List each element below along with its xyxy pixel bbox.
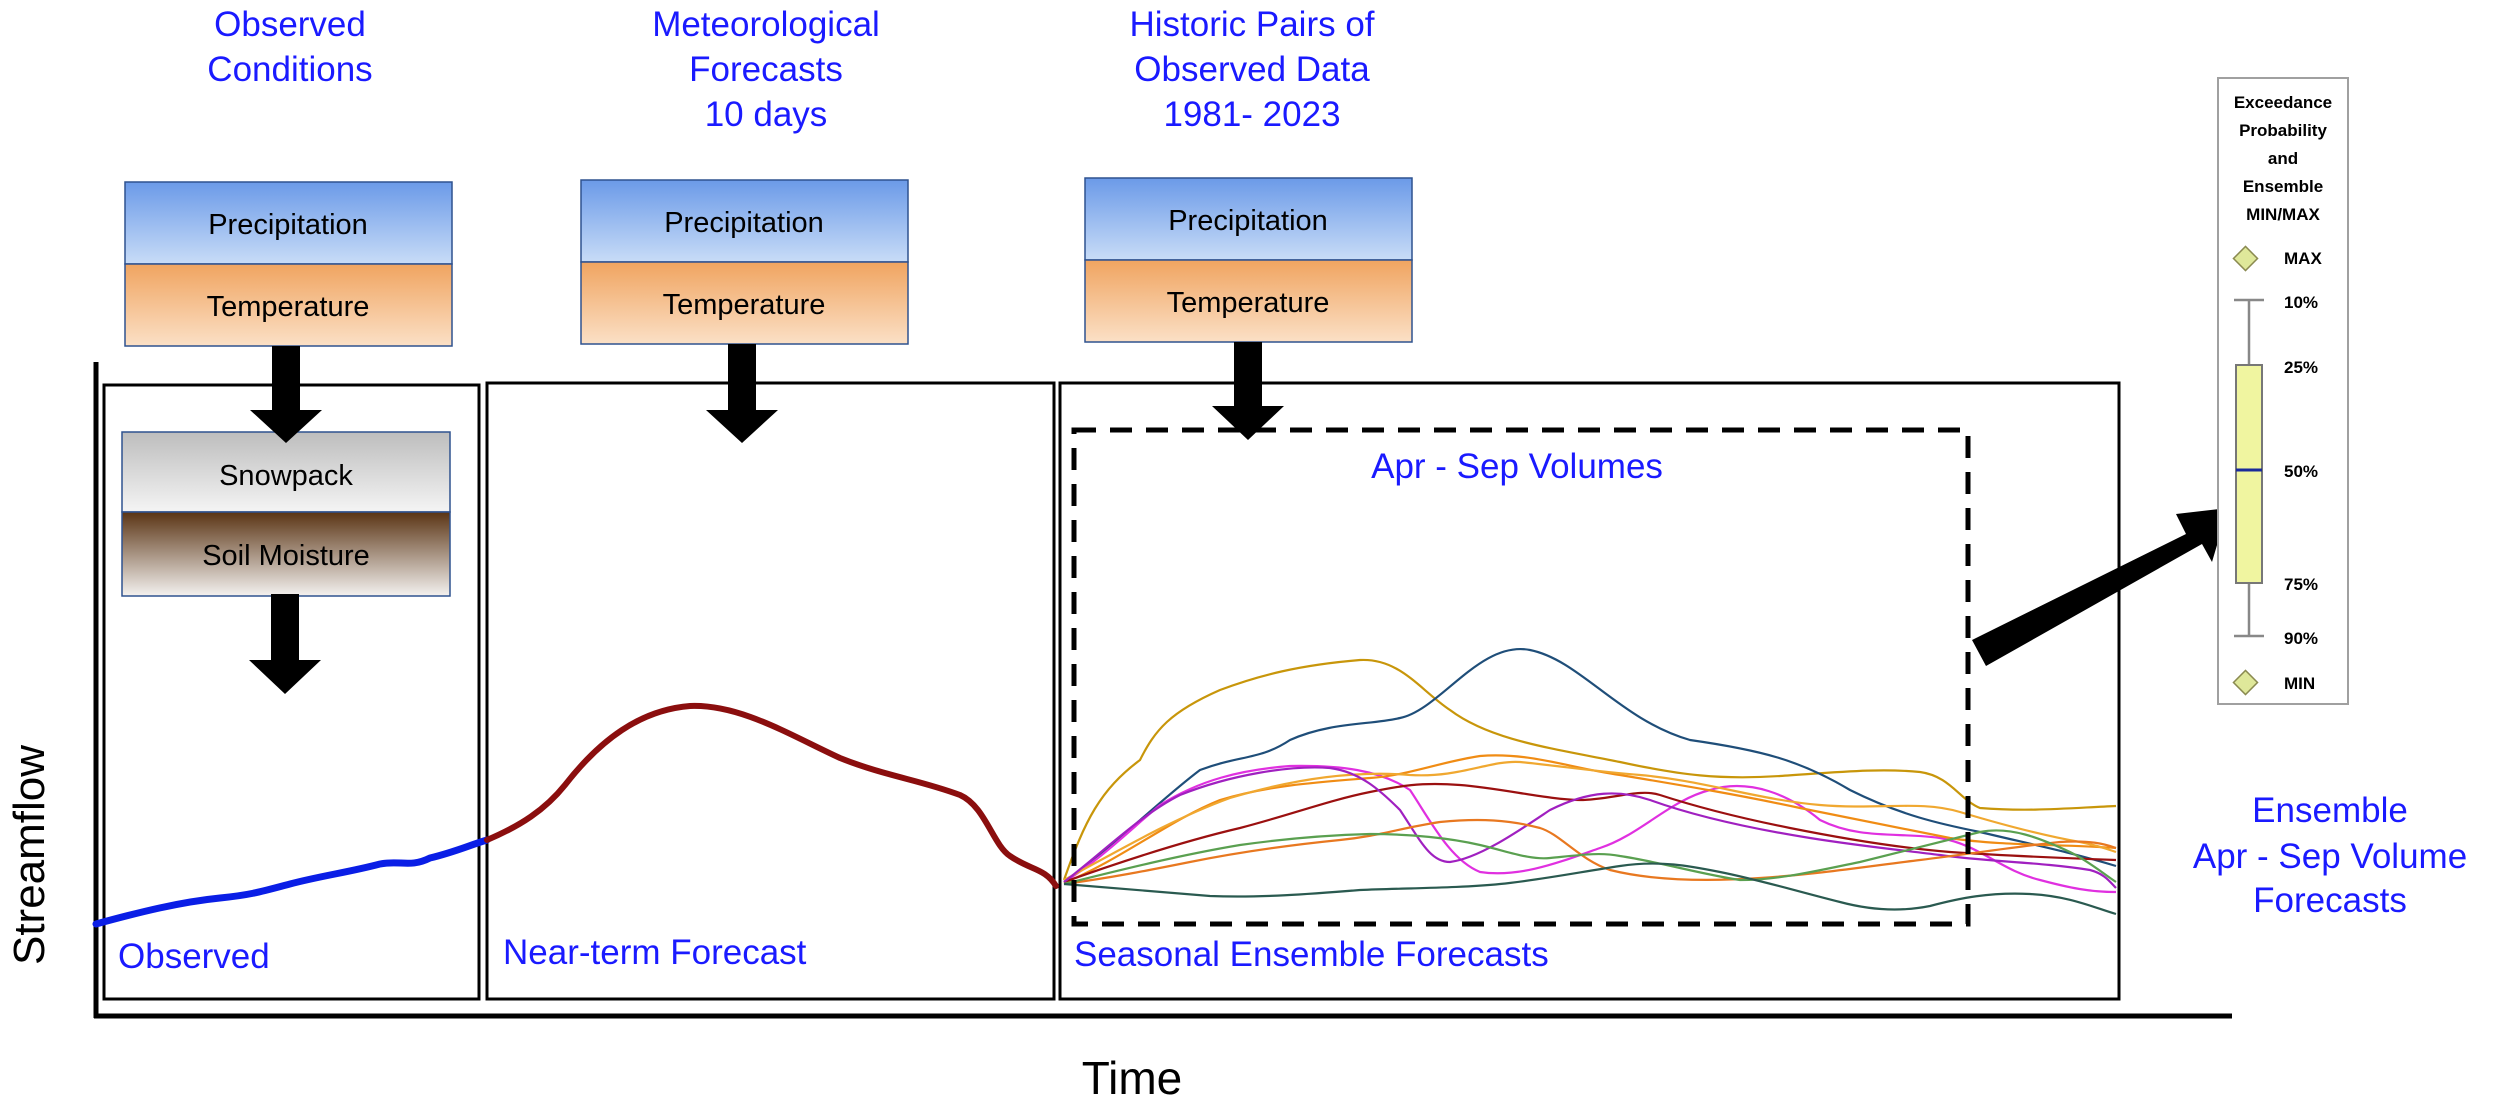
legend-title-line4: Ensemble bbox=[2243, 177, 2323, 196]
met-header-line1: Meteorological bbox=[652, 5, 880, 44]
hist-header-line1: Historic Pairs of bbox=[1129, 5, 1374, 44]
soil-moisture-box bbox=[121, 511, 451, 597]
down-arrow-icon bbox=[249, 594, 321, 694]
met-header-line2: Forecasts bbox=[689, 50, 843, 89]
precipitation-box bbox=[1084, 177, 1413, 261]
observed-header-line1: Observed bbox=[214, 5, 366, 44]
ensemble-trace bbox=[1062, 658, 2117, 881]
ensemble-label-line2: Apr - Sep Volume bbox=[2193, 837, 2467, 876]
legend-title-line1: Exceedance bbox=[2234, 93, 2332, 112]
legend-p25-label: 25% bbox=[2284, 358, 2318, 377]
ensemble-trace bbox=[1063, 818, 2117, 886]
temperature-box bbox=[1084, 259, 1413, 343]
legend-p10-label: 10% bbox=[2284, 293, 2318, 312]
legend-max-label: MAX bbox=[2284, 249, 2322, 268]
temperature-label: Temperature bbox=[1167, 287, 1330, 319]
ensemble-label-line3: Forecasts bbox=[2253, 881, 2407, 920]
ensemble-trace bbox=[1063, 754, 2117, 885]
ensemble-trace bbox=[1063, 760, 2117, 881]
max-diamond-icon bbox=[2232, 245, 2259, 272]
column-headers: Observed Conditions Meteorological Forec… bbox=[207, 5, 1374, 134]
down-arrow-icon bbox=[706, 344, 778, 443]
legend-title-line5: MIN/MAX bbox=[2246, 205, 2320, 224]
ensemble-trace bbox=[1063, 647, 2117, 883]
observed-streamflow-line bbox=[92, 836, 491, 928]
precipitation-label: Precipitation bbox=[1168, 205, 1328, 237]
met-header-line3: 10 days bbox=[705, 95, 828, 134]
hist-header-line3: 1981- 2023 bbox=[1163, 95, 1340, 134]
precipitation-box bbox=[580, 179, 909, 263]
ensemble-traces bbox=[1062, 647, 2117, 916]
ensemble-forecasts-label: Ensemble Apr - Sep Volume Forecasts bbox=[2193, 791, 2467, 920]
seasonal-panel bbox=[1058, 381, 2121, 1001]
legend-p50-label: 50% bbox=[2284, 462, 2318, 481]
temperature-box bbox=[124, 263, 453, 347]
hist-header-line2: Observed Data bbox=[1134, 50, 1370, 89]
snowpack-box bbox=[121, 431, 451, 513]
ensemble-trace bbox=[1063, 782, 2117, 884]
temperature-box bbox=[580, 261, 909, 345]
ensemble-trace bbox=[1063, 829, 2117, 886]
snowpack-label: Snowpack bbox=[219, 460, 353, 492]
interquartile-box bbox=[2235, 364, 2263, 584]
diagonal-arrow-icon bbox=[1972, 508, 2228, 666]
apr-sep-volumes-label: Apr - Sep Volumes bbox=[1371, 447, 1663, 486]
precipitation-label: Precipitation bbox=[208, 209, 368, 241]
temperature-label: Temperature bbox=[663, 289, 826, 321]
seasonal-panel-label: Seasonal Ensemble Forecasts bbox=[1074, 935, 1549, 974]
y-axis-label: Streamflow bbox=[5, 745, 54, 965]
land-state-boxes: Snowpack Soil Moisture bbox=[121, 431, 451, 597]
ensemble-trace bbox=[1063, 764, 2117, 894]
precipitation-box bbox=[124, 181, 453, 265]
legend-title-line2: Probability bbox=[2239, 121, 2327, 140]
precipitation-label: Precipitation bbox=[664, 207, 824, 239]
legend-p75-label: 75% bbox=[2284, 575, 2318, 594]
observed-header-line2: Conditions bbox=[207, 50, 372, 89]
legend-p90-label: 90% bbox=[2284, 629, 2318, 648]
near-term-panel bbox=[485, 381, 1056, 1001]
temperature-label: Temperature bbox=[207, 291, 370, 323]
observed-panel-label: Observed bbox=[118, 937, 270, 976]
down-arrow-icon bbox=[250, 346, 322, 443]
exceedance-legend: Exceedance Probability and Ensemble MIN/… bbox=[2217, 77, 2349, 705]
apr-sep-volume-window bbox=[1071, 427, 1971, 927]
min-diamond-icon bbox=[2232, 669, 2259, 696]
legend-min-label: MIN bbox=[2284, 674, 2315, 693]
near-term-forecast-line bbox=[484, 702, 1059, 889]
legend-title-line3: and bbox=[2268, 149, 2298, 168]
ensemble-label-line1: Ensemble bbox=[2252, 791, 2408, 830]
x-axis-label: Time bbox=[1082, 1052, 1183, 1103]
soil-moisture-label: Soil Moisture bbox=[202, 540, 370, 572]
observed-inputs: Precipitation Temperature bbox=[124, 181, 453, 347]
ensemble-trace bbox=[1063, 766, 2117, 889]
ensemble-trace bbox=[1063, 862, 2117, 916]
hist-inputs: Precipitation Temperature bbox=[1084, 177, 1413, 343]
met-inputs: Precipitation Temperature bbox=[580, 179, 909, 345]
down-arrow-icon bbox=[1212, 342, 1284, 440]
near-term-panel-label: Near-term Forecast bbox=[503, 933, 807, 972]
